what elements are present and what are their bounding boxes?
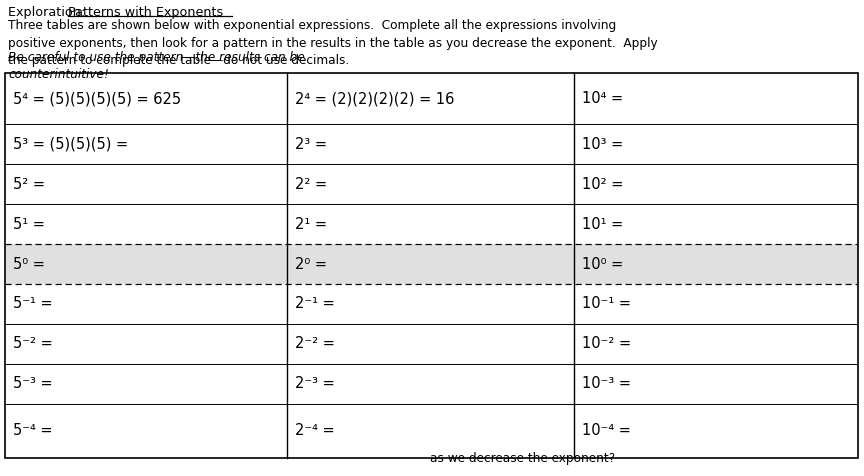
Text: 5² =: 5² = xyxy=(13,177,45,192)
Text: 10⁰ =: 10⁰ = xyxy=(582,257,623,272)
Text: 5⁰ =: 5⁰ = xyxy=(13,257,45,272)
Text: 2⁻² =: 2⁻² = xyxy=(295,337,335,351)
Text: 5⁻¹ =: 5⁻¹ = xyxy=(13,297,53,311)
Text: 5⁻³ =: 5⁻³ = xyxy=(13,377,53,391)
Text: Be careful to use the pattern—the results can be
counterintuitive!: Be careful to use the pattern—the result… xyxy=(8,51,305,81)
Text: Three tables are shown below with exponential expressions.  Complete all the exp: Three tables are shown below with expone… xyxy=(8,19,658,67)
Text: 2⁻¹ =: 2⁻¹ = xyxy=(295,297,334,311)
Bar xyxy=(5,244,858,284)
Text: 2² =: 2² = xyxy=(295,177,327,192)
Text: as we decrease the exponent?: as we decrease the exponent? xyxy=(430,452,615,465)
Text: 10² =: 10² = xyxy=(582,177,623,192)
Text: 2⁴ = (2)(2)(2)(2) = 16: 2⁴ = (2)(2)(2)(2) = 16 xyxy=(295,91,454,106)
Text: 10¹ =: 10¹ = xyxy=(582,217,623,232)
Text: 10⁻³ =: 10⁻³ = xyxy=(582,377,631,391)
Text: 10⁻² =: 10⁻² = xyxy=(582,337,631,351)
Text: 2⁰ =: 2⁰ = xyxy=(295,257,327,272)
Text: 2¹ =: 2¹ = xyxy=(295,217,327,232)
Text: 5⁻⁴ =: 5⁻⁴ = xyxy=(13,424,53,438)
Text: 5⁴ = (5)(5)(5)(5) = 625: 5⁴ = (5)(5)(5)(5) = 625 xyxy=(13,91,181,106)
Text: 10⁻¹ =: 10⁻¹ = xyxy=(582,297,631,311)
Text: 2⁻⁴ =: 2⁻⁴ = xyxy=(295,424,334,438)
Text: 5³ = (5)(5)(5) =: 5³ = (5)(5)(5) = xyxy=(13,137,128,152)
Text: 10³ =: 10³ = xyxy=(582,137,623,152)
Text: 10⁻⁴ =: 10⁻⁴ = xyxy=(582,424,631,438)
Text: 2⁻³ =: 2⁻³ = xyxy=(295,377,334,391)
Text: Patterns with Exponents: Patterns with Exponents xyxy=(68,6,223,19)
Text: 2³ =: 2³ = xyxy=(295,137,327,152)
Text: 10⁴ =: 10⁴ = xyxy=(582,91,623,106)
Text: 5¹ =: 5¹ = xyxy=(13,217,45,232)
Text: Exploration:: Exploration: xyxy=(8,6,89,19)
Bar xyxy=(5,73,858,458)
Text: 5⁻² =: 5⁻² = xyxy=(13,337,53,351)
